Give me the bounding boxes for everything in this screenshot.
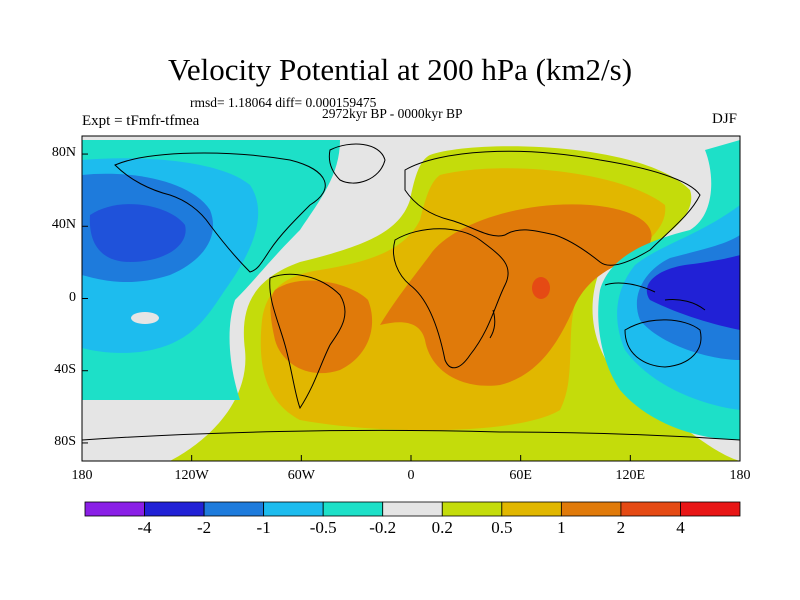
y-tick-label: 80S	[54, 433, 76, 449]
colorbar-swatch	[382, 501, 443, 517]
colorbar-label: -4	[137, 518, 152, 537]
y-tick-label: 40S	[54, 361, 76, 377]
colorbar-swatch	[84, 501, 145, 517]
x-tick-label: 60W	[287, 468, 315, 483]
colorbar-label: -2	[196, 518, 212, 537]
colorbar-swatch	[680, 501, 741, 517]
contour-band-1-americas	[270, 280, 373, 374]
colorbar-label: 0.5	[491, 518, 513, 537]
subtitle-period: 2972kyr BP - 0000kyr BP	[322, 106, 463, 121]
contour-field	[82, 136, 740, 461]
subtitle-stats: rmsd= 1.18064 diff= 0.000159475	[190, 95, 377, 110]
coast-australia	[624, 319, 702, 368]
contour-band-neg-2-west	[89, 204, 186, 262]
contour-island-west	[131, 312, 159, 324]
coast-greenland	[328, 143, 386, 184]
y-tick-label: 40N	[51, 217, 76, 233]
x-tick-label: 180	[71, 468, 93, 483]
contour-peak-4	[532, 277, 550, 299]
colorbar-swatch	[441, 501, 503, 517]
x-tick-label: 180	[729, 468, 751, 483]
colorbar	[84, 501, 741, 517]
chart-title: Velocity Potential at 200 hPa (km2/s)	[167, 52, 633, 87]
colorbar-label: -1	[256, 518, 271, 537]
experiment-label: Expt = tFmfr-tfmea	[82, 113, 200, 129]
x-tick-label: 0	[407, 468, 415, 483]
contour-band-neg-1-west	[82, 173, 214, 283]
colorbar-label: 2	[616, 518, 626, 537]
season-label: DJF	[712, 111, 738, 127]
colorbar-label: -0.5	[309, 518, 337, 537]
colorbar-swatch	[501, 501, 562, 517]
contour-band-neg-2-east	[646, 255, 740, 330]
coast-eurasia	[404, 150, 701, 266]
colorbar-label: 1	[557, 518, 566, 537]
y-axis-ticks	[82, 153, 88, 444]
x-tick-label: 120E	[615, 468, 646, 483]
coast-antarctica	[82, 429, 740, 441]
x-tick-label: 120W	[174, 468, 209, 483]
coast-madagascar	[489, 309, 496, 339]
colorbar-swatch	[203, 501, 265, 517]
y-tick-label: 0	[69, 289, 76, 305]
coast-indonesia	[604, 282, 706, 311]
y-tick-label: 80N	[51, 145, 76, 161]
coastlines	[82, 143, 740, 441]
colorbar-swatch	[620, 501, 681, 517]
coast-north-america	[114, 152, 326, 273]
coast-africa	[393, 228, 509, 369]
x-axis-ticks	[81, 455, 741, 461]
x-tick-label: 60E	[509, 468, 532, 483]
coast-south-america	[269, 273, 346, 410]
colorbar-swatch	[560, 501, 622, 517]
colorbar-label: 4	[676, 518, 685, 537]
colorbar-swatch	[263, 501, 324, 517]
colorbar-label: 0.2	[431, 518, 453, 537]
colorbar-swatch	[144, 501, 205, 517]
colorbar-label: -0.2	[369, 518, 397, 537]
colorbar-swatch	[322, 501, 384, 517]
